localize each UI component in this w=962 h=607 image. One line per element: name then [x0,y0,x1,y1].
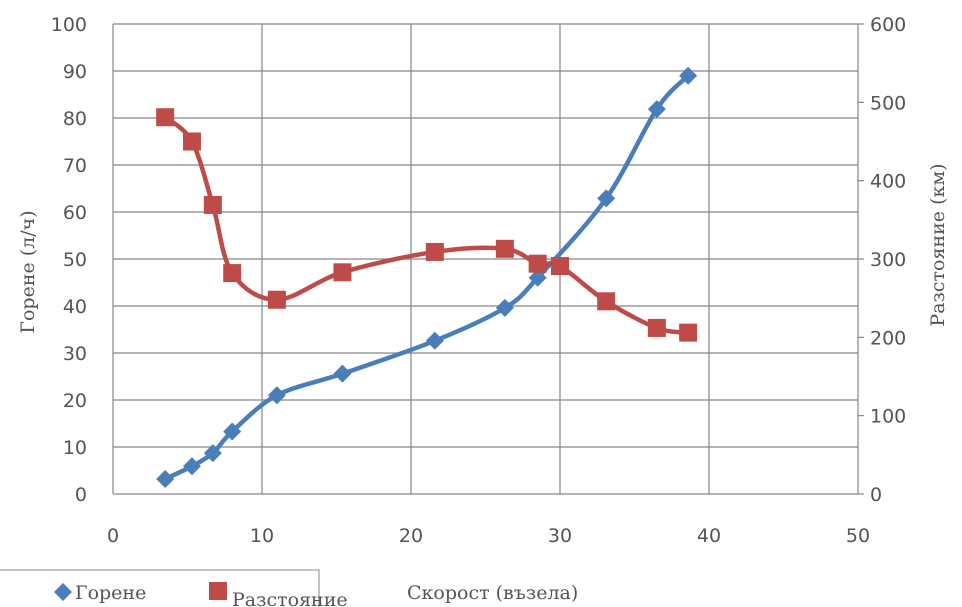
x-tick-label: 20 [399,525,423,547]
x-axis-ticks: 0 10 20 30 40 50 [107,525,870,547]
x-tick-label: 50 [846,525,870,547]
y-tick-label: 20 [63,390,87,412]
y2-tick-label: 0 [870,484,882,506]
grid [112,23,864,495]
series-layer [156,66,698,488]
data-point-diamond [528,268,547,287]
data-point-diamond [647,100,666,119]
data-point-square [551,257,569,276]
data-point-square [679,323,698,342]
data-point-square [182,132,201,151]
y-tick-label: 90 [63,61,87,83]
data-point-diamond [203,444,222,463]
data-point-square [597,292,616,311]
data-point-diamond [333,364,352,383]
y-tick-label: 40 [63,296,87,318]
legend-square-icon [209,582,227,600]
data-point-square [528,254,547,273]
data-point-square [223,264,242,283]
y-tick-label: 10 [63,437,87,459]
data-point-diamond [182,457,201,476]
legend: Горене Разстояние [0,569,348,607]
data-point-diamond [156,469,175,488]
x-axis-title: Скорост (възела) [407,582,578,604]
series-line [162,73,691,482]
x-tick-label: 10 [250,525,274,547]
data-point-diamond [425,331,444,350]
y-axis-ticks: 0 10 20 30 40 50 60 70 80 90 100 [51,14,87,506]
data-point-square [267,290,286,309]
data-point-diamond [679,66,698,85]
y-tick-label: 60 [63,202,87,224]
data-point-diamond [223,422,242,441]
data-point-square [156,108,175,127]
y-tick-label: 100 [51,14,87,36]
y2-tick-label: 400 [870,171,906,193]
data-point-diamond [597,189,616,208]
series-gorene [162,73,691,482]
data-point-square [333,263,352,282]
data-point-square [425,242,444,261]
legend-diamond-icon [54,583,72,601]
data-point-diamond [267,386,286,405]
legend-box [0,569,320,607]
y2-tick-label: 300 [870,249,906,271]
x-tick-label: 0 [107,525,119,547]
y-axis-title: Горене (л/ч) [17,210,39,333]
y2-axis-ticks: 0 100 200 300 400 500 600 [870,14,906,506]
data-point-diamond [495,298,514,317]
data-point-square [495,239,514,258]
x-tick-label: 30 [548,525,572,547]
y2-tick-label: 100 [870,406,906,428]
data-point-square [647,318,666,337]
data-point-square [203,195,222,214]
y2-tick-label: 600 [870,14,906,36]
y2-tick-label: 500 [870,92,906,114]
y-tick-label: 30 [63,343,87,365]
y-tick-label: 0 [75,484,87,506]
y2-axis-title: Разстояние (км) [927,163,949,326]
legend-label-gorene: Горене [75,582,146,604]
y2-tick-label: 200 [870,327,906,349]
y-tick-label: 80 [63,108,87,130]
y-tick-label: 70 [63,155,87,177]
x-tick-label: 40 [697,525,721,547]
legend-label-razstoyanie: Разстояние [232,589,348,607]
markers-gorene [156,66,698,488]
y-tick-label: 50 [63,249,87,271]
markers-razstoyanie [156,108,698,342]
